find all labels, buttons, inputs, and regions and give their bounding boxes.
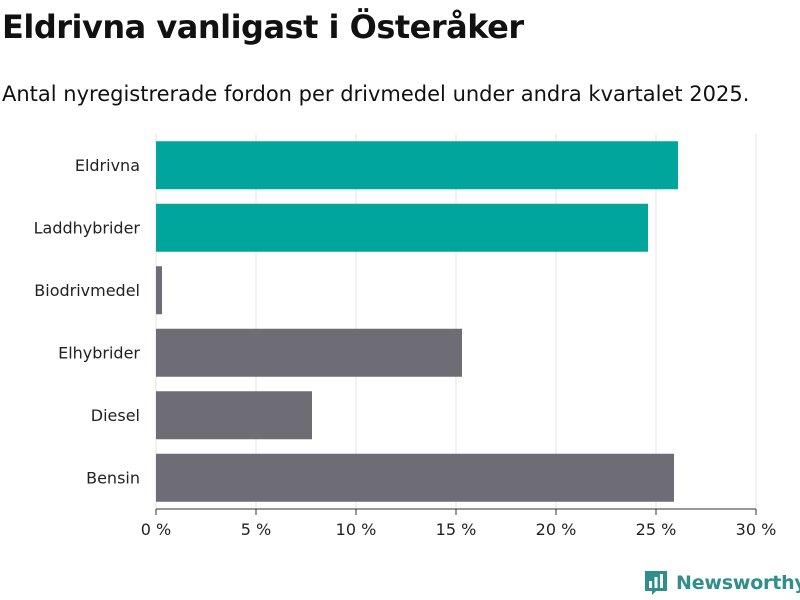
x-tick-label-3: 15 % — [436, 520, 477, 539]
x-tick-label-1: 5 % — [241, 520, 271, 539]
chart-subtitle: Antal nyregistrerade fordon per drivmede… — [2, 82, 750, 106]
x-tick-label-0: 0 % — [141, 520, 171, 539]
category-label-0: Eldrivna — [75, 156, 140, 175]
bar-4 — [156, 391, 312, 440]
category-label-4: Diesel — [91, 406, 140, 425]
chart-title: Eldrivna vanligast i Österåker — [2, 8, 524, 46]
bar-0 — [156, 141, 678, 190]
bar-3 — [156, 328, 462, 377]
category-label-3: Elhybrider — [58, 343, 140, 362]
category-label-5: Bensin — [86, 468, 140, 487]
newsworthy-logo: Newsworthy — [644, 570, 800, 596]
bar-1 — [156, 203, 648, 252]
bar-chart: Eldrivna Laddhybrider Biodrivmedel Elhybrid… — [34, 134, 777, 539]
bar-2 — [156, 266, 162, 315]
category-label-2: Biodrivmedel — [34, 281, 140, 300]
category-label-1: Laddhybrider — [34, 218, 141, 237]
x-tick-label-5: 25 % — [636, 520, 677, 539]
x-tick-label-4: 20 % — [536, 520, 577, 539]
x-tick-label-2: 10 % — [336, 520, 377, 539]
newsworthy-chart-icon — [645, 571, 667, 595]
x-tick-label-6: 30 % — [736, 520, 777, 539]
logo-text: Newsworthy — [676, 572, 800, 594]
bar-5 — [156, 453, 674, 502]
